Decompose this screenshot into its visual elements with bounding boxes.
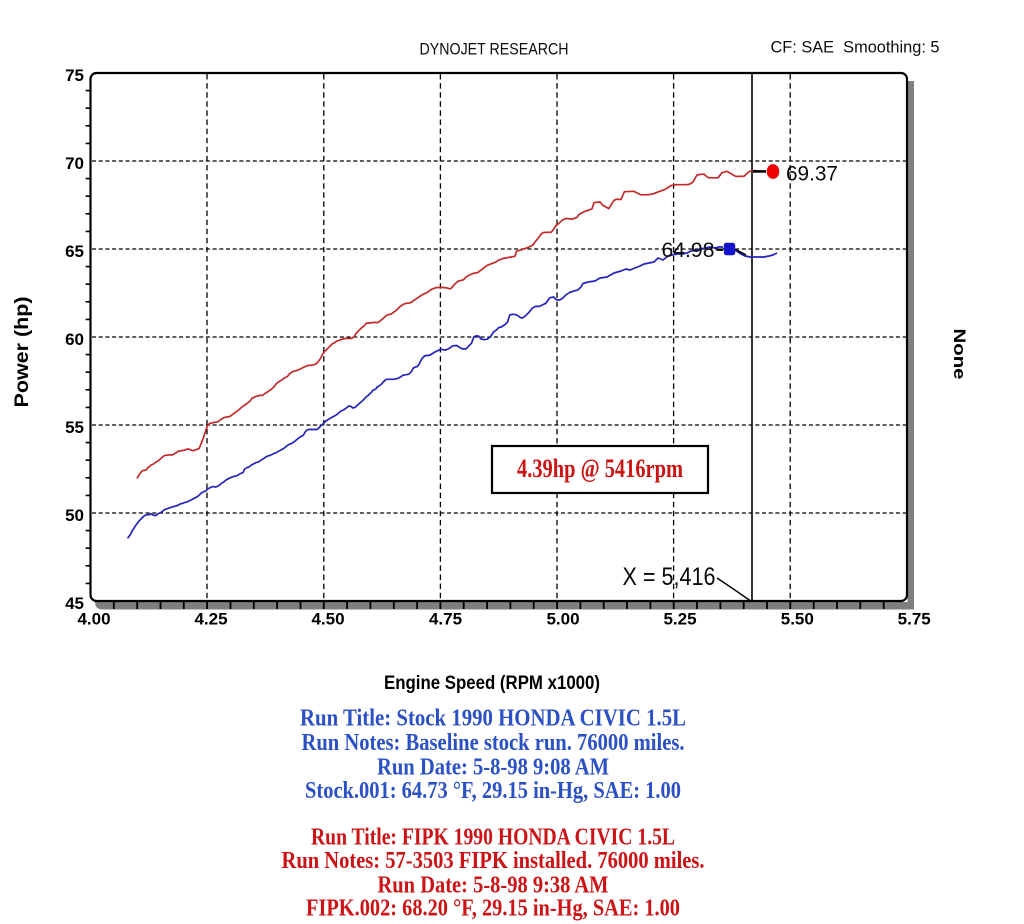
svg-text:Engine Speed (RPM x1000): Engine Speed (RPM x1000) [384,673,600,694]
svg-text:75: 75 [65,66,84,85]
svg-text:65: 65 [65,242,84,261]
svg-text:Run Title: Stock 1990 HONDA CI: Run Title: Stock 1990 HONDA CIVIC 1.5L [300,705,686,732]
svg-text:X = 5,416: X = 5,416 [623,563,716,591]
svg-text:Run Title: FIPK 1990 HONDA CIV: Run Title: FIPK 1990 HONDA CIVIC 1.5L [311,824,675,851]
svg-text:Run Date: 5-8-98 9:08 AM: Run Date: 5-8-98 9:08 AM [377,753,609,780]
svg-text:5.75: 5.75 [898,610,931,629]
svg-text:45: 45 [65,594,84,613]
svg-text:55: 55 [65,418,84,437]
svg-text:FIPK.002: 68.20 °F, 29.15 in-H: FIPK.002: 68.20 °F, 29.15 in-Hg, SAE: 1.… [306,895,680,922]
svg-text:CF: SAE Smoothing: 5: CF: SAE Smoothing: 5 [771,38,940,57]
svg-text:Run Date: 5-8-98 9:38 AM: Run Date: 5-8-98 9:38 AM [378,871,609,898]
svg-text:69.37: 69.37 [786,161,838,185]
svg-text:64.98: 64.98 [662,238,715,262]
svg-text:None: None [950,329,968,380]
svg-text:4.39hp @ 5416rpm: 4.39hp @ 5416rpm [517,454,683,483]
svg-text:Run Notes: 57-3503 FIPK instal: Run Notes: 57-3503 FIPK installed. 76000… [282,847,705,874]
svg-text:4.25: 4.25 [194,610,227,629]
svg-text:4.50: 4.50 [311,610,344,629]
svg-text:50: 50 [65,506,84,525]
svg-text:Power (hp): Power (hp) [12,297,33,408]
svg-text:Stock.001: 64.73 °F, 29.15 in-: Stock.001: 64.73 °F, 29.15 in-Hg, SAE: 1… [305,777,681,804]
svg-text:5.25: 5.25 [663,610,696,629]
svg-text:DYNOJET RESEARCH: DYNOJET RESEARCH [420,40,569,59]
svg-text:4.00: 4.00 [77,610,110,629]
svg-text:60: 60 [65,330,84,349]
svg-text:4.75: 4.75 [429,610,462,629]
svg-text:70: 70 [65,154,84,173]
svg-text:5.00: 5.00 [546,610,579,629]
svg-text:Run Notes: Baseline stock run.: Run Notes: Baseline stock run. 76000 mil… [302,729,685,756]
svg-text:5.50: 5.50 [781,610,814,629]
